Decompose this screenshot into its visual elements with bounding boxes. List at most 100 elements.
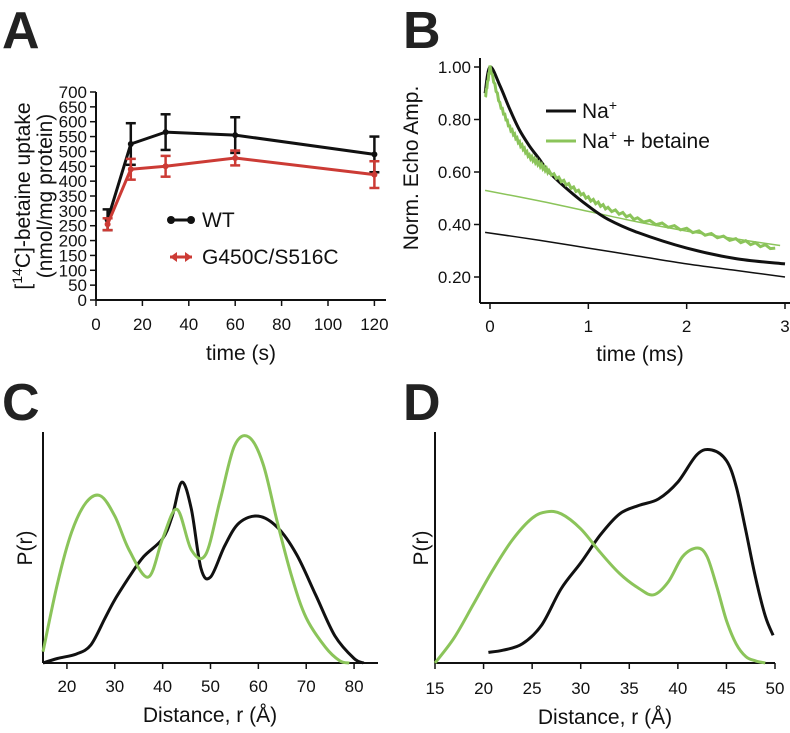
panel-a-series-wt-line — [106, 130, 375, 221]
panel-a-xtick-label: 120 — [360, 315, 388, 334]
panel-letter-d: D — [403, 374, 441, 432]
panel-a-data-point — [127, 141, 134, 147]
panel-d-green-distribution — [433, 509, 766, 665]
panel-a-data-point — [162, 163, 169, 170]
panel-d-xtick-label: 25 — [523, 679, 542, 698]
panel-a-ytick-label: 650 — [59, 98, 87, 117]
panel-b-y-label: Norm. Echo Amp. — [400, 86, 423, 251]
panel-a-y-label-post: C]-betaine uptake — [12, 102, 35, 268]
legend-na-betaine-main: Na — [582, 130, 609, 153]
panel-b-ytick-label: 0.60 — [438, 163, 471, 182]
panel-a-y-label-line1: [14C]-betaine uptake — [9, 102, 35, 289]
legend-mutant-marker — [170, 252, 177, 262]
panel-d-xtick-label: 45 — [717, 679, 736, 698]
panel-b-ytick-label: 1.00 — [438, 58, 471, 77]
panel-a-ytick-label: 350 — [59, 187, 87, 206]
panel-d-black-distribution — [488, 447, 775, 654]
panel-a-ytick-label: 400 — [59, 172, 87, 191]
panel-a-data-point — [371, 171, 378, 178]
panel-a-ytick-label: 150 — [59, 246, 87, 265]
panel-d: 15 20 25 30 35 40 45 50 Distance, r (Å) P(r) — [410, 432, 784, 729]
panel-a-ytick-label: 450 — [59, 157, 87, 176]
panel-a-xtick-label: 60 — [226, 315, 245, 334]
panel-b-na-background-fit — [484, 231, 786, 278]
panel-c-xtick-label: 50 — [201, 677, 220, 696]
legend-na-sup: + — [609, 97, 617, 113]
legend-na-main: Na — [582, 100, 609, 123]
legend-na-betaine-rest: + betaine — [617, 130, 710, 153]
panel-b-na-betaine-trace — [483, 65, 776, 251]
panel-d-xtick-label: 40 — [668, 679, 687, 698]
legend-wt-marker-end — [187, 216, 195, 224]
panel-b-na-trace — [483, 65, 786, 266]
panel-c-xtick-label: 80 — [345, 677, 364, 696]
panel-a-ytick-label: 600 — [59, 113, 87, 132]
legend-na-betaine-label: Na+ + betaine — [582, 127, 710, 153]
panel-a-xtick-label: 40 — [179, 315, 198, 334]
panel-a-ytick-label: 550 — [59, 128, 87, 147]
panel-a-data-point — [104, 221, 111, 228]
legend-mutant-marker-end — [185, 252, 192, 262]
panel-d-xtick-label: 15 — [426, 679, 445, 698]
panel-a-ytick-label: 100 — [59, 261, 87, 280]
panel-a-y-label-sup: 14 — [9, 268, 25, 284]
panel-a-xtick-label: 80 — [272, 315, 291, 334]
panel-c-green-distribution — [41, 434, 350, 665]
panel-d-x-label: Distance, r (Å) — [538, 706, 672, 729]
panel-c-xtick-label: 70 — [297, 677, 316, 696]
panel-b-ytick-label: 0.80 — [438, 111, 471, 130]
panel-letter-a: A — [2, 2, 40, 60]
panel-c: 20 30 40 50 60 70 80 Distance, r (Å) P(r) — [14, 432, 378, 727]
legend-wt-label: WT — [202, 209, 235, 232]
panel-a-xtick-label: 100 — [314, 315, 342, 334]
panel-d-y-label: P(r) — [410, 531, 433, 566]
panel-c-black-distribution — [42, 480, 365, 665]
legend-wt-marker — [167, 216, 175, 224]
panel-d-xtick-label: 20 — [474, 679, 493, 698]
panel-a-data-point — [232, 132, 239, 139]
panel-a-xtick-label: 0 — [91, 315, 100, 334]
panel-a-x-label: time (s) — [206, 342, 276, 365]
panel-b-xtick-label: 1 — [584, 317, 593, 336]
panel-b-xtick-label: 0 — [485, 317, 494, 336]
panel-a-data-point — [371, 151, 378, 158]
panel-c-x-label: Distance, r (Å) — [143, 704, 277, 727]
panel-c-xtick-label: 30 — [105, 677, 124, 696]
panel-b-x-label: time (ms) — [596, 343, 684, 366]
panel-a-ytick-label: 300 — [59, 202, 87, 221]
panel-a-data-point — [127, 166, 134, 173]
panel-d-xtick-label: 50 — [766, 679, 785, 698]
panel-a-ytick-label: 50 — [68, 276, 87, 295]
panel-letter-c: C — [2, 374, 40, 432]
panel-a-ytick-label: 700 — [59, 83, 87, 102]
panel-d-xtick-label: 35 — [620, 679, 639, 698]
panel-b-legend: Na+ Na+ + betaine — [546, 97, 710, 153]
panel-b-ytick-label: 0.20 — [438, 268, 471, 287]
panel-a-data-point — [232, 154, 239, 161]
panel-a-ytick-label: 250 — [59, 217, 87, 236]
panel-a-ytick-label: 500 — [59, 142, 87, 161]
panel-b-xtick-label: 2 — [682, 317, 691, 336]
panel-a-ytick-label: 0 — [78, 291, 87, 310]
panel-a-y-label-line2: (nmol/mg protein) — [34, 114, 57, 279]
panel-b: 1.00 0.80 0.60 0.40 0.20 0 1 2 3 time (ms) Norm… — [400, 58, 790, 366]
legend-na-betaine-sup: + — [609, 127, 617, 143]
panel-a-data-point — [162, 129, 169, 136]
panel-b-ytick-label: 0.40 — [438, 216, 471, 235]
panel-d-xtick-label: 30 — [571, 679, 590, 698]
panel-c-xtick-label: 40 — [153, 677, 172, 696]
panel-c-xtick-label: 60 — [249, 677, 268, 696]
panel-a-series-mutant-line — [106, 156, 375, 225]
panel-a-y-label-pre: [ — [12, 284, 35, 290]
panel-a: 0501001502002503003504004505005506006507… — [9, 83, 389, 365]
legend-mutant-label: G450C/S516C — [202, 246, 339, 269]
panel-b-xtick-label: 3 — [780, 317, 789, 336]
panel-a-legend: WT G450C/S516C — [167, 209, 339, 269]
panel-c-y-label: P(r) — [14, 531, 37, 566]
legend-na-label: Na+ — [582, 97, 617, 123]
panel-c-xtick-label: 20 — [57, 677, 76, 696]
panel-letter-b: B — [403, 2, 441, 60]
panel-a-ytick-label: 200 — [59, 232, 87, 251]
panel-a-xtick-label: 20 — [133, 315, 152, 334]
